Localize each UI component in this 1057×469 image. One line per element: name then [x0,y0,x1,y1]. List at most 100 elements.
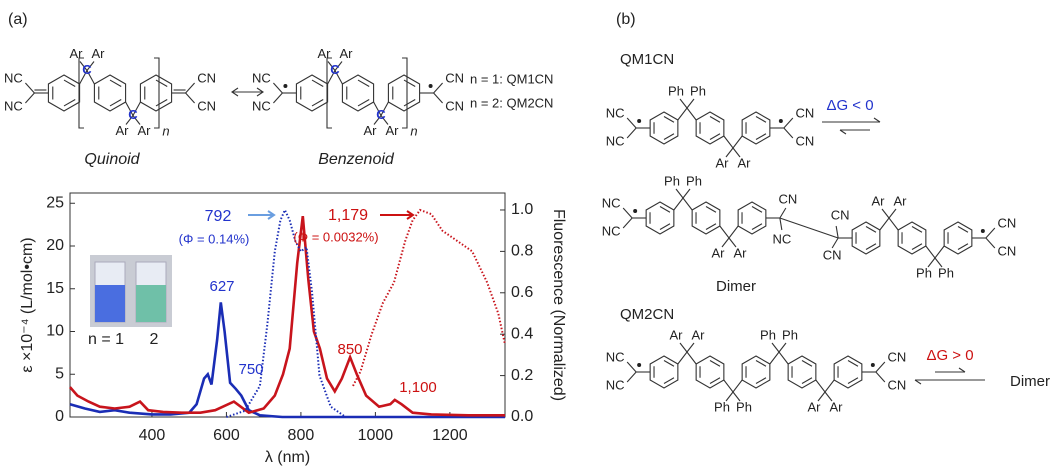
ring [926,246,944,258]
x-tick-label: 600 [213,427,240,444]
atom-label: NC [606,105,625,120]
bond [986,238,995,248]
y2-axis-label: Fluorescence (Normalized) [550,209,567,401]
bond [687,343,694,352]
radical-dot [871,363,875,367]
panel-label: (a) [8,11,28,28]
bond [882,209,889,218]
bond [676,189,683,198]
y-tick-label: 20 [46,237,64,254]
bracket [402,58,407,128]
annotation: 1,179 [328,207,368,224]
bracket [154,58,159,128]
atom-label: CN [997,215,1016,230]
equilibrium-arrow [822,118,880,134]
bond [780,218,782,230]
atom-label: n [410,123,417,138]
bond [836,226,838,238]
atom-label: Ar [340,46,354,61]
atom-label: Ph [736,399,752,414]
bond [876,372,885,382]
bond [779,343,786,352]
bond [627,372,636,382]
structure-name: QM1CN [620,51,674,68]
atom-label: CN [197,70,216,85]
structure-name: Quinoid [84,151,140,168]
atom-label: Ar [70,46,84,61]
atom-label: CN [887,349,906,364]
atom-label: CN [795,105,814,120]
atom-label: Ar [716,155,730,170]
bond [623,208,632,218]
atom-label: CN [445,70,464,85]
y2-tick-label: 1.0 [511,201,533,218]
bond [273,83,282,93]
atom-label: n [162,123,169,138]
atom-label: NC [602,195,621,210]
bond [680,99,687,108]
atom-label: Ar [386,123,400,138]
bond [680,343,687,352]
atom-label: Ar [692,327,706,342]
bond [986,228,995,238]
radical-dot [429,84,433,88]
atom-label: C [376,107,386,122]
structure-name: QM2CN [620,306,674,323]
figure: (a) (b) n = 1: QM1CN n = 2: QM2CN Quinoi… [0,0,1057,469]
bond [623,218,632,228]
atom-label: Ar [712,245,726,260]
ring [674,198,692,210]
atom-label: Ar [894,193,908,208]
product-label: Dimer [1010,373,1050,390]
atom-label: Ph [782,327,798,342]
atom-label: Ph [686,173,702,188]
radical-dot [637,119,641,123]
annotation: n = 1 [88,331,124,348]
atom-label: NC [606,349,625,364]
atom-label: C [128,107,138,122]
ring [724,136,742,148]
annotation-arrow [380,211,413,219]
legend-text: n = 2: QM2CN [470,95,553,110]
atom-label: Ph [714,399,730,414]
annotation: 1,100 [399,379,437,396]
atom-label: NC [606,133,625,148]
bond [772,343,779,352]
bond [186,93,195,103]
atom-label: Ph [760,327,776,342]
atom-label: Ar [364,123,378,138]
ring [678,352,696,364]
atom-label: Ar [318,46,332,61]
y-tick-label: 5 [55,365,64,382]
atom-label: CN [778,191,797,206]
y2-tick-label: 0.6 [511,284,533,301]
atom-label: Ph [690,83,706,98]
x-tick-label: 400 [139,427,166,444]
atom-label: C [82,62,92,77]
y-tick-label: 15 [46,280,64,297]
atom-label: CN [997,243,1016,258]
y2-tick-label: 0.8 [511,243,533,260]
y2-tick-label: 0.0 [511,408,533,425]
atom-label: C [330,62,340,77]
atom-label: NC [4,70,23,85]
ring [724,380,742,392]
atom-label: CN [795,133,814,148]
atom-label: Ph [664,173,680,188]
bond [780,208,786,218]
radical-dot [981,229,985,233]
bond [434,83,443,93]
ring [770,352,788,364]
annotation: 750 [238,361,263,378]
bond [784,128,793,138]
bond [627,128,636,138]
panel-label: (b) [616,11,636,28]
atom-label: CN [823,247,842,262]
annotation: 850 [337,341,362,358]
atom-label: Ar [808,399,822,414]
ring [720,226,738,238]
structure-name: Dimer [716,278,756,295]
radical-dot [283,84,287,88]
x-tick-label: 1200 [432,427,468,444]
radical-dot [633,209,637,213]
